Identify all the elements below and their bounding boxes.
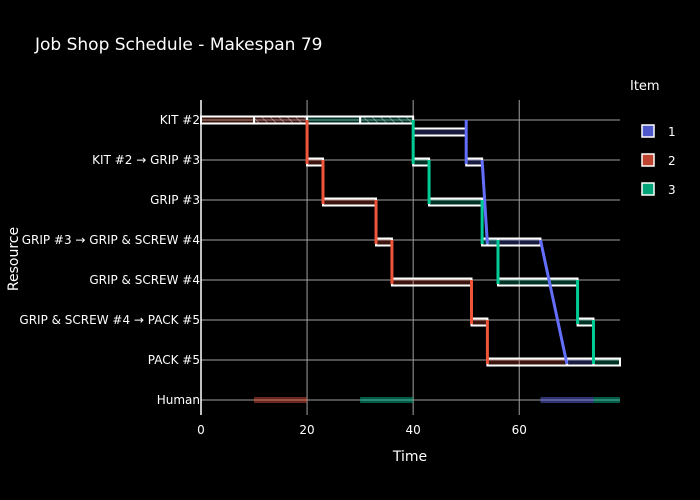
x-tick-label: 20 bbox=[299, 423, 314, 437]
human-task-bar bbox=[360, 397, 414, 403]
x-tick-label: 40 bbox=[406, 423, 421, 437]
task-bar bbox=[306, 115, 362, 125]
series-link bbox=[480, 159, 489, 245]
links bbox=[305, 120, 595, 365]
y-axis-title: Resource bbox=[6, 227, 22, 291]
legend-label: 2 bbox=[668, 154, 676, 168]
task-bar bbox=[412, 127, 468, 137]
grid bbox=[200, 100, 620, 415]
series-link bbox=[538, 239, 569, 365]
legend-label: 1 bbox=[668, 125, 676, 139]
x-axis-title: Time bbox=[392, 449, 427, 465]
legend-swatch bbox=[641, 153, 655, 167]
y-ticks: KIT #2 KIT #2 → GRIP #3 GRIP #3 GRIP #3 → G… bbox=[19, 113, 200, 407]
y-tick-label: PACK #5 bbox=[148, 353, 200, 367]
task-bar-hatch bbox=[254, 116, 308, 124]
y-tick-label: GRIP & SCREW #4 bbox=[89, 273, 200, 287]
task-bar bbox=[465, 157, 484, 167]
task-bar bbox=[565, 357, 595, 367]
y-tick-label: KIT #2 → GRIP #3 bbox=[92, 153, 200, 167]
legend: Item 1 2 3 bbox=[630, 79, 676, 197]
task-bar bbox=[428, 197, 484, 207]
human-task-bar bbox=[593, 397, 620, 403]
task-bar-hatch bbox=[360, 116, 414, 124]
y-tick-label: GRIP & SCREW #4 → PACK #5 bbox=[19, 313, 200, 327]
x-ticks: 0 20 40 60 bbox=[197, 423, 527, 437]
task-bar bbox=[375, 237, 393, 247]
y-tick-label: KIT #2 bbox=[160, 113, 200, 127]
legend-swatch bbox=[641, 182, 655, 196]
y-tick-label: GRIP #3 bbox=[150, 193, 200, 207]
y-tick-label: GRIP #3 → GRIP & SCREW #4 bbox=[22, 233, 200, 247]
legend-title: Item bbox=[630, 79, 660, 94]
task-bar bbox=[576, 317, 595, 327]
task-bar bbox=[486, 357, 568, 367]
task-bar bbox=[592, 357, 622, 367]
task-bar bbox=[412, 157, 431, 167]
task-bar bbox=[497, 277, 579, 287]
legend-swatch bbox=[641, 124, 655, 138]
x-tick-label: 60 bbox=[512, 423, 527, 437]
legend-label: 3 bbox=[668, 183, 676, 197]
task-bar bbox=[390, 277, 473, 287]
task-bar bbox=[470, 317, 489, 327]
task-bar bbox=[200, 115, 256, 125]
x-tick-label: 0 bbox=[197, 423, 205, 437]
y-tick-label: Human bbox=[157, 393, 200, 407]
human-task-bar bbox=[254, 397, 308, 403]
human-task-bar bbox=[540, 397, 567, 403]
human-task-bar bbox=[566, 397, 594, 403]
task-bar bbox=[481, 237, 500, 247]
task-bar bbox=[306, 157, 324, 167]
task-bar bbox=[321, 197, 378, 207]
chart-title: Job Shop Schedule - Makespan 79 bbox=[34, 35, 323, 55]
